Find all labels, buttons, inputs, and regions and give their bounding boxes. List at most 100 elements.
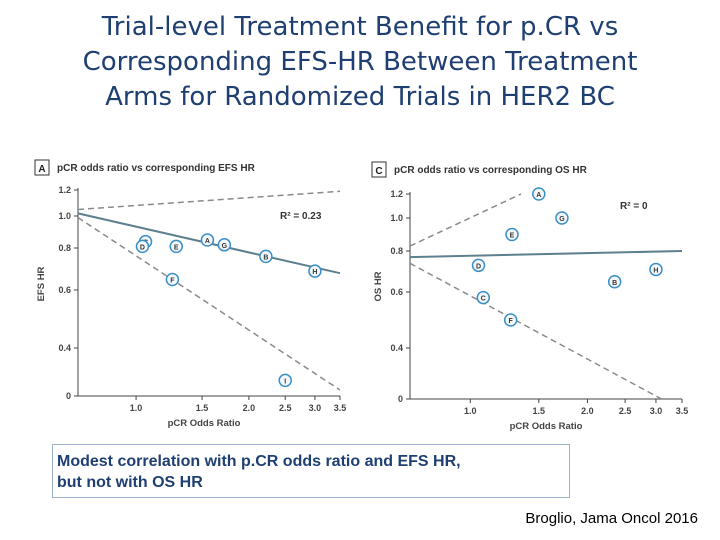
point-label: A (536, 192, 541, 199)
y-tick-label: 1.0 (58, 211, 71, 221)
data-point-C: C (476, 290, 491, 305)
y-tick-label: 0.4 (58, 343, 71, 353)
point-marker (505, 227, 519, 242)
point-label: I (284, 378, 286, 385)
data-point-B: B (259, 249, 273, 264)
regression-line (409, 250, 683, 259)
data-point-H: H (649, 262, 663, 277)
y-tick-label: 0 (66, 391, 71, 401)
x-tick-label: 3.0 (309, 403, 322, 413)
data-point-B: B (607, 275, 622, 289)
data-point-E: E (505, 227, 519, 242)
x-tick-label: 1.0 (130, 403, 143, 413)
x-tick-label: 1.0 (464, 406, 477, 416)
y-tick-label: 1.2 (390, 189, 403, 199)
data-point-I: I (278, 373, 292, 388)
y-tick-label: 0.8 (390, 246, 403, 256)
point-marker (503, 313, 518, 327)
data-point-D: D (135, 239, 150, 254)
data-point-G: G (217, 238, 232, 252)
point-label: F (170, 278, 175, 285)
point-marker (532, 187, 546, 201)
point-label: A (205, 238, 210, 245)
point-marker (476, 290, 491, 305)
point-label: G (222, 243, 228, 250)
panel-label-box (34, 159, 50, 176)
y-axis-label: OS HR (373, 271, 384, 301)
data-point-A: A (200, 233, 215, 247)
data-point-F: F (165, 272, 180, 287)
caption-line-1: Modest correlation with p.CR odds ratio … (57, 453, 461, 470)
data-point-H: H (308, 264, 322, 278)
panel-label: C (375, 166, 382, 177)
x-axis-label: pCR Odds Ratio (510, 421, 583, 432)
point-marker (217, 238, 232, 252)
y-tick-label: 0.4 (390, 343, 403, 353)
data-point-G: G (555, 211, 569, 225)
x-tick-label: 2.5 (279, 403, 292, 413)
point-marker (169, 239, 183, 254)
point-label: D (140, 244, 145, 251)
point-label: B (612, 280, 617, 287)
title-line-3: Arms for Randomized Trials in HER2 BC (105, 82, 615, 112)
x-tick-label: 3.5 (676, 406, 689, 416)
point-marker (471, 258, 486, 273)
caption-line-2: but not with OS HR (57, 474, 203, 491)
point-label: H (312, 269, 317, 276)
ci-lower-line (410, 262, 662, 399)
point-marker (200, 233, 215, 247)
ci-upper-line (78, 190, 340, 211)
point-marker (135, 239, 150, 254)
panel-title: pCR odds ratio vs corresponding OS HR (394, 165, 588, 176)
slide-title: Trial-level Treatment Benefit for p.CR v… (0, 10, 720, 115)
point-marker (165, 272, 180, 287)
x-tick-label: 1.5 (533, 406, 546, 416)
point-label: G (559, 216, 565, 223)
y-tick-label: 1.2 (58, 185, 71, 195)
r-squared-annotation: R² = 0 (620, 201, 648, 212)
x-tick-label: 2.0 (581, 406, 594, 416)
point-label: E (174, 244, 179, 251)
x-tick-label: 2.5 (619, 406, 632, 416)
x-tick-label: 2.0 (243, 403, 256, 413)
point-label: C (481, 296, 486, 303)
ci-upper-line (410, 193, 522, 247)
x-tick-label: 3.0 (650, 406, 663, 416)
y-tick-label: 0 (398, 394, 403, 404)
x-tick-label: 3.5 (334, 403, 347, 413)
point-marker (259, 249, 273, 264)
data-point-E: E (169, 239, 183, 254)
data-point-D: D (471, 258, 486, 273)
y-tick-label: 0.8 (58, 243, 71, 253)
point-label: D (476, 263, 481, 270)
point-marker (555, 211, 569, 225)
y-tick-label: 1.0 (390, 213, 403, 223)
point-label: H (653, 267, 658, 274)
y-tick-label: 0.6 (58, 285, 71, 295)
point-label: B (263, 254, 268, 261)
title-line-2: Corresponding EFS-HR Between Treatment (82, 47, 638, 77)
y-tick-label: 0.6 (390, 287, 403, 297)
r-squared-annotation: R² = 0.23 (280, 211, 322, 222)
point-marker (649, 262, 663, 277)
data-point-F: F (503, 313, 518, 327)
citation: Broglio, Jama Oncol 2016 (525, 510, 698, 527)
point-label: F (509, 318, 514, 325)
title-line-1: Trial-level Treatment Benefit for p.CR v… (101, 12, 619, 42)
x-axis-label: pCR Odds Ratio (168, 418, 241, 429)
point-marker (308, 264, 322, 278)
point-marker (278, 373, 292, 388)
caption-box: Modest correlation with p.CR odds ratio … (52, 444, 570, 498)
point-marker (607, 275, 622, 289)
y-axis-label: EFS HR (36, 266, 47, 301)
x-tick-label: 1.5 (196, 403, 209, 413)
ci-lower-line (78, 216, 340, 391)
point-label: E (510, 233, 515, 240)
panel-label: A (38, 164, 45, 175)
data-point-A: A (532, 187, 546, 201)
panel-title: pCR odds ratio vs corresponding EFS HR (57, 163, 256, 174)
panel-label-box (371, 161, 387, 178)
